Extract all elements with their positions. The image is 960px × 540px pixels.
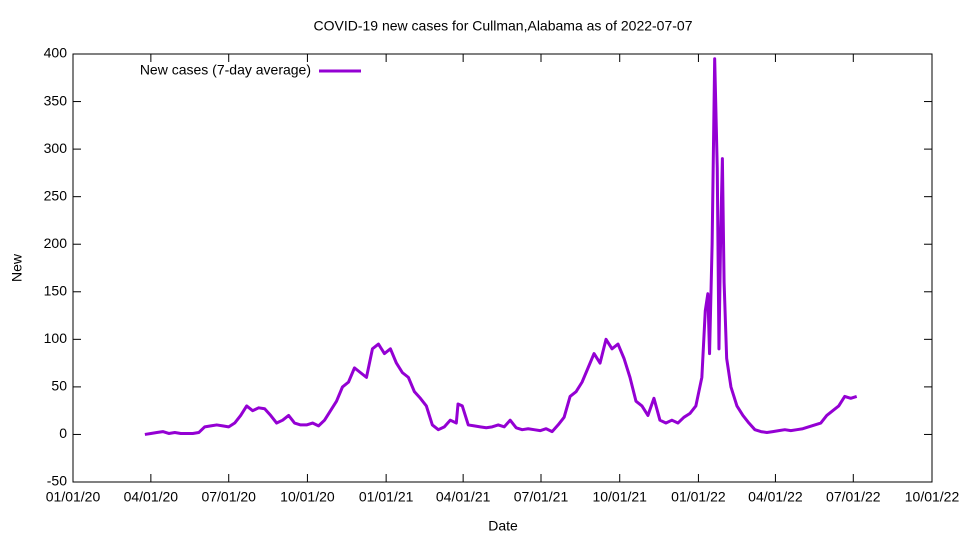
x-tick-label: 01/01/22 [671,489,726,505]
y-tick-label: 300 [44,140,68,156]
x-tick-label: 10/01/20 [280,489,335,505]
chart-title: COVID-19 new cases for Cullman,Alabama a… [314,18,693,34]
x-tick-label: 01/01/21 [359,489,414,505]
y-tick-label: -50 [47,473,67,489]
x-tick-label: 04/01/20 [124,489,179,505]
x-tick-label: 07/01/21 [514,489,569,505]
x-tick-label: 04/01/21 [436,489,491,505]
x-tick-label: 07/01/20 [201,489,256,505]
plot-frame [72,53,933,483]
x-tick-label: 04/01/22 [748,489,803,505]
y-axis-label: New [9,253,25,282]
y-tick-label: 400 [44,45,68,61]
x-tick-label: 10/01/21 [592,489,647,505]
y-tick-label: 50 [51,378,67,394]
y-tick-label: 350 [44,92,68,108]
x-axis-label: Date [488,518,518,534]
legend-label: New cases (7-day average) [140,62,311,78]
y-tick-label: 250 [44,187,68,203]
y-tick-label: 150 [44,282,68,298]
x-tick-label: 07/01/22 [826,489,881,505]
x-tick-label: 01/01/20 [46,489,101,505]
data-line [144,57,858,436]
y-tick-label: 0 [59,425,67,441]
y-tick-label: 100 [44,330,68,346]
x-tick-label: 10/01/22 [905,489,960,505]
y-tick-label: 200 [44,235,68,251]
